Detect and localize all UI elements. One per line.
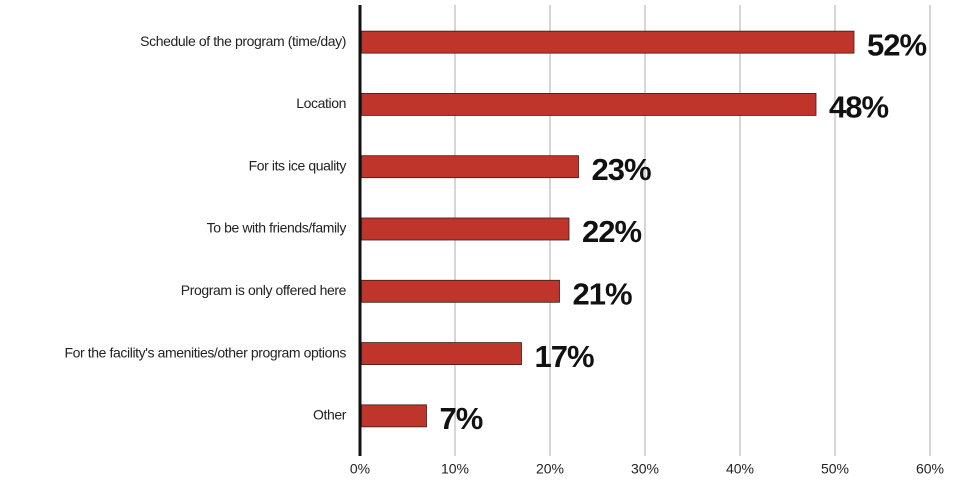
bar — [361, 30, 855, 54]
x-tick-label: 20% — [536, 461, 564, 477]
value-label: 48% — [829, 90, 888, 125]
x-tick-label: 30% — [631, 461, 659, 477]
y-tick-label: To be with friends/family — [207, 220, 347, 236]
y-tick-label: For the facility's amenities/other progr… — [65, 344, 347, 360]
y-tick-label: Other — [313, 407, 347, 423]
value-label: 21% — [573, 276, 632, 311]
y-tick-label: Program is only offered here — [181, 282, 347, 298]
bar — [361, 217, 570, 241]
bar — [361, 93, 817, 116]
value-label: 52% — [867, 27, 926, 62]
y-tick-label: For its ice quality — [249, 157, 347, 173]
x-tick-label: 40% — [726, 461, 754, 477]
bar — [361, 342, 522, 365]
x-tick-label: 10% — [441, 461, 469, 477]
value-label: 7% — [440, 401, 483, 436]
x-tick-label: 0% — [350, 461, 370, 477]
value-label: 17% — [535, 339, 594, 374]
y-tick-label: Location — [296, 95, 346, 111]
bar — [361, 155, 579, 179]
bar — [361, 404, 427, 428]
value-label: 22% — [582, 214, 641, 249]
x-tick-label: 50% — [821, 461, 849, 477]
x-tick-label: 60% — [916, 461, 944, 477]
bar — [361, 279, 560, 303]
value-label: 23% — [592, 152, 651, 187]
y-tick-label: Schedule of the program (time/day) — [140, 33, 346, 49]
